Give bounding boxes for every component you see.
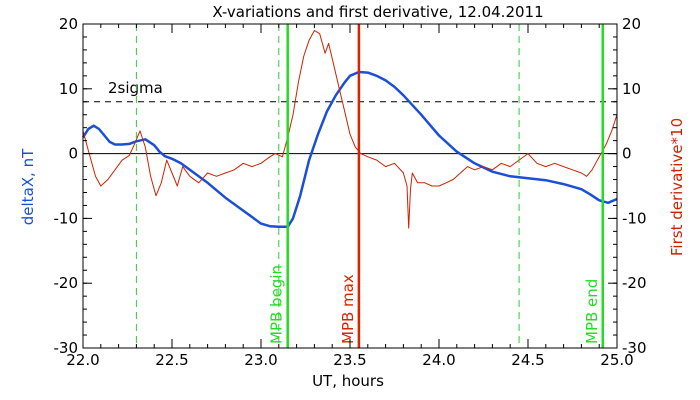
y-axis-title-right: First derivative*10 xyxy=(668,118,686,256)
x-axis-title: UT, hours xyxy=(312,372,384,390)
y-tick-label-right: 10 xyxy=(622,80,641,98)
vertical-marker-label-3: MPB max xyxy=(339,274,357,344)
deltax-series-line xyxy=(81,70,618,229)
y-tick-label-left: 0 xyxy=(68,145,78,163)
y-axis-title-left: deltaX, nT xyxy=(19,148,37,225)
x-tick-label: 23.5 xyxy=(333,351,366,369)
x-tick-label: 25.0 xyxy=(600,351,633,369)
y-tick-label-right: -10 xyxy=(622,209,647,227)
y-tick-label-left: 20 xyxy=(59,15,78,33)
y-tick-label-left: 10 xyxy=(59,80,78,98)
threshold-label: 2sigma xyxy=(108,79,163,97)
y-tick-label-right: -20 xyxy=(622,274,647,292)
y-tick-label-left: -30 xyxy=(54,339,79,357)
labels-layer: 22.0 22.5 23.0 23.5 24.0 24.5 25.0-30-20-10010… xyxy=(54,15,647,369)
vertical-lines-layer: MPB begin MPB max MPB end xyxy=(135,24,605,348)
x-tick-label: 23.0 xyxy=(244,351,277,369)
chart-title: X-variations and first derivative, 12.04… xyxy=(212,3,543,21)
y-tick-label-right: 0 xyxy=(622,145,632,163)
x-tick-label: 22.5 xyxy=(155,351,188,369)
series-layer xyxy=(81,30,618,229)
x-tick-label: 24.5 xyxy=(511,351,544,369)
derivative-series-line xyxy=(82,30,618,229)
x-tick-label: 24.0 xyxy=(422,351,455,369)
axes-layer xyxy=(82,23,618,349)
y-tick-label-right: -30 xyxy=(622,339,647,357)
vertical-marker-label-2: MPB begin xyxy=(268,265,286,344)
x-tick-label: 22.0 xyxy=(66,351,99,369)
y-tick-label-left: -20 xyxy=(54,274,79,292)
y-tick-label-left: -10 xyxy=(54,209,79,227)
reference-lines-layer: 2sigma xyxy=(83,79,617,155)
y-tick-label-right: 20 xyxy=(622,15,641,33)
vertical-marker-label-5: MPB end xyxy=(583,279,601,344)
